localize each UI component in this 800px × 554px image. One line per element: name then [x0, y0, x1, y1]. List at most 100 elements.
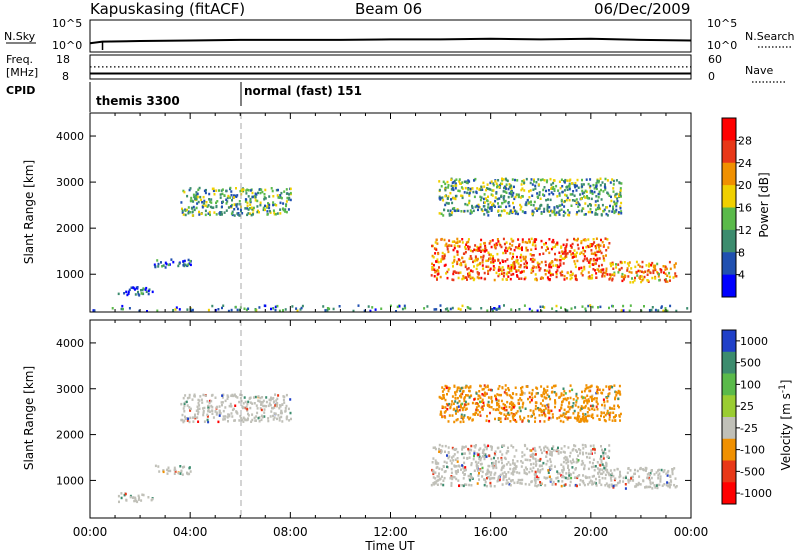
data-cell — [605, 385, 608, 388]
data-cell — [437, 462, 440, 465]
data-cell — [555, 275, 558, 279]
data-cell — [278, 416, 281, 420]
data-cell — [285, 416, 288, 419]
data-cell — [447, 420, 450, 423]
data-cell — [299, 308, 302, 311]
data-cell — [555, 392, 558, 396]
data-cell — [455, 472, 458, 475]
data-cell — [503, 195, 506, 198]
data-cell — [285, 188, 288, 191]
data-cell — [503, 413, 506, 416]
data-cell — [534, 453, 537, 456]
data-cell — [484, 478, 487, 481]
data-cell — [165, 262, 168, 266]
data-cell — [221, 213, 223, 216]
data-cell — [527, 420, 530, 423]
data-cell — [145, 290, 148, 293]
data-cell — [654, 486, 657, 489]
data-cell — [675, 485, 678, 488]
data-cell — [172, 309, 175, 312]
data-cell — [561, 273, 564, 277]
data-cell — [470, 394, 473, 397]
data-cell — [439, 396, 442, 400]
data-cell — [453, 407, 456, 411]
data-cell — [530, 200, 532, 203]
data-cell — [531, 194, 534, 197]
data-cell — [482, 387, 485, 391]
noise-frame — [89, 19, 692, 53]
data-cell — [509, 467, 512, 471]
data-cell — [634, 276, 636, 280]
data-cell — [444, 406, 447, 409]
data-cell — [447, 268, 450, 271]
data-cell — [491, 194, 494, 197]
data-cell — [600, 461, 603, 464]
data-cell — [451, 477, 454, 481]
data-cell — [579, 452, 581, 455]
data-cell — [582, 249, 585, 252]
data-cell — [583, 191, 586, 194]
data-cell — [556, 470, 559, 473]
data-cell — [497, 476, 500, 480]
data-cell — [147, 289, 150, 293]
data-cell — [601, 476, 604, 480]
data-cell — [548, 263, 551, 266]
data-cell — [551, 447, 554, 450]
data-cell — [513, 462, 516, 465]
data-cell — [217, 420, 220, 424]
data-cell — [643, 275, 646, 279]
data-cell — [585, 190, 588, 193]
data-cell — [443, 388, 446, 391]
data-cell — [467, 474, 470, 478]
data-cell — [469, 479, 472, 482]
data-cell — [440, 413, 443, 416]
data-cell — [500, 209, 503, 213]
data-cell — [221, 306, 223, 310]
data-cell — [227, 420, 229, 423]
data-cell — [561, 469, 564, 472]
data-cell — [441, 444, 444, 448]
data-cell — [531, 243, 534, 247]
data-cell — [489, 240, 492, 243]
data-cell — [583, 213, 586, 216]
data-cell — [463, 469, 466, 472]
data-cell — [435, 461, 438, 464]
data-cell — [562, 262, 565, 265]
data-cell — [615, 192, 618, 196]
data-cell — [221, 401, 224, 404]
data-cell — [260, 403, 263, 406]
data-cell — [656, 270, 659, 274]
data-cell — [652, 269, 655, 272]
data-cell — [587, 271, 590, 274]
data-cell — [582, 259, 585, 263]
data-cell — [555, 304, 558, 308]
data-cell — [550, 265, 553, 269]
data-cell — [576, 243, 579, 247]
data-cell — [568, 184, 571, 187]
colorbar-swatch — [722, 274, 736, 298]
data-cell — [451, 456, 453, 459]
data-cell — [463, 260, 466, 263]
data-cell — [555, 449, 558, 453]
data-cell — [600, 455, 602, 458]
data-cell — [468, 191, 471, 195]
data-cell — [283, 395, 286, 399]
data-cell — [194, 415, 196, 419]
data-cell — [466, 268, 469, 271]
data-cell — [625, 476, 627, 480]
data-cell — [569, 416, 572, 419]
data-cell — [482, 449, 485, 452]
data-cell — [523, 189, 526, 192]
x-axis-tick-labels: 00:00 04:00 08:00 12:00 16:00 20:00 00:00 — [73, 525, 709, 539]
data-cell — [582, 462, 585, 465]
data-cell — [473, 179, 475, 182]
data-cell — [369, 309, 372, 313]
data-cell — [461, 392, 464, 396]
data-cell — [504, 417, 507, 421]
data-cell — [607, 455, 609, 458]
data-cell — [137, 293, 140, 296]
data-cell — [447, 195, 450, 198]
data-cell — [189, 416, 192, 420]
data-cell — [510, 479, 513, 482]
data-cell — [673, 263, 676, 267]
